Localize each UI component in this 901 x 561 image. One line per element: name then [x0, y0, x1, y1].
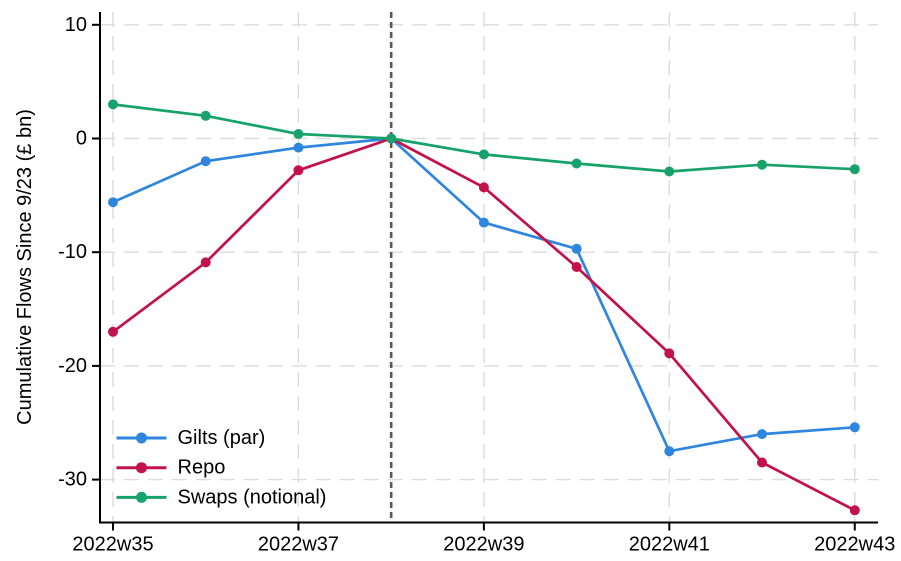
data-point-swaps-notional	[849, 164, 860, 175]
data-point-swaps-notional	[293, 129, 304, 139]
x-tick-label: 2022w35	[72, 534, 153, 556]
y-tick-label: -30	[58, 469, 87, 491]
data-point-swaps-notional	[386, 133, 397, 144]
legend-item-repo: Repo	[116, 457, 226, 479]
data-point-gilts-par	[849, 422, 860, 433]
data-point-repo	[200, 257, 211, 268]
y-tick-label: -10	[58, 241, 87, 263]
data-point-repo	[664, 348, 675, 359]
series-gilts-par	[108, 133, 860, 457]
legend-label-swaps-notional: Swaps (notional)	[178, 486, 327, 508]
legend-label-repo: Repo	[178, 457, 226, 479]
legend-item-gilts-par: Gilts (par)	[116, 427, 266, 449]
y-tick-label: 10	[65, 14, 87, 36]
data-point-repo	[757, 457, 767, 468]
data-point-swaps-notional	[664, 166, 675, 177]
data-point-swaps-notional	[200, 110, 211, 121]
data-point-gilts-par	[108, 197, 118, 208]
y-tick-label: 0	[76, 128, 87, 150]
data-point-swaps-notional	[478, 149, 489, 160]
legend-label-gilts-par: Gilts (par)	[178, 427, 266, 449]
x-tick-label: 2022w41	[629, 534, 710, 556]
series-repo	[108, 133, 860, 516]
legend-marker-repo	[136, 462, 147, 474]
legend-marker-swaps-notional	[136, 491, 147, 503]
series-swaps-notional	[108, 99, 860, 177]
data-point-gilts-par	[571, 243, 582, 254]
data-point-repo	[293, 165, 304, 176]
data-point-repo	[478, 182, 489, 193]
legend-item-swaps-notional: Swaps (notional)	[116, 486, 327, 508]
data-point-repo	[108, 326, 118, 337]
data-point-repo	[849, 505, 860, 516]
y-tick-label: -20	[58, 355, 87, 377]
y-axis-title: Cumulative Flows Since 9/23 (£ bn)	[14, 109, 36, 425]
data-point-gilts-par	[664, 446, 675, 457]
x-tick-label: 2022w39	[443, 534, 524, 556]
data-point-swaps-notional	[108, 99, 118, 110]
legend: Gilts (par) Repo Swaps (notional)	[116, 427, 327, 508]
x-tick-label: 2022w37	[258, 534, 339, 556]
x-tick-label: 2022w43	[814, 534, 895, 556]
data-point-swaps-notional	[757, 159, 767, 170]
data-point-gilts-par	[200, 156, 211, 167]
data-point-gilts-par	[293, 142, 304, 153]
data-point-repo	[571, 262, 582, 272]
data-point-gilts-par	[478, 217, 489, 228]
data-point-gilts-par	[757, 429, 767, 440]
legend-marker-gilts-par	[136, 432, 147, 444]
data-point-swaps-notional	[571, 158, 582, 169]
